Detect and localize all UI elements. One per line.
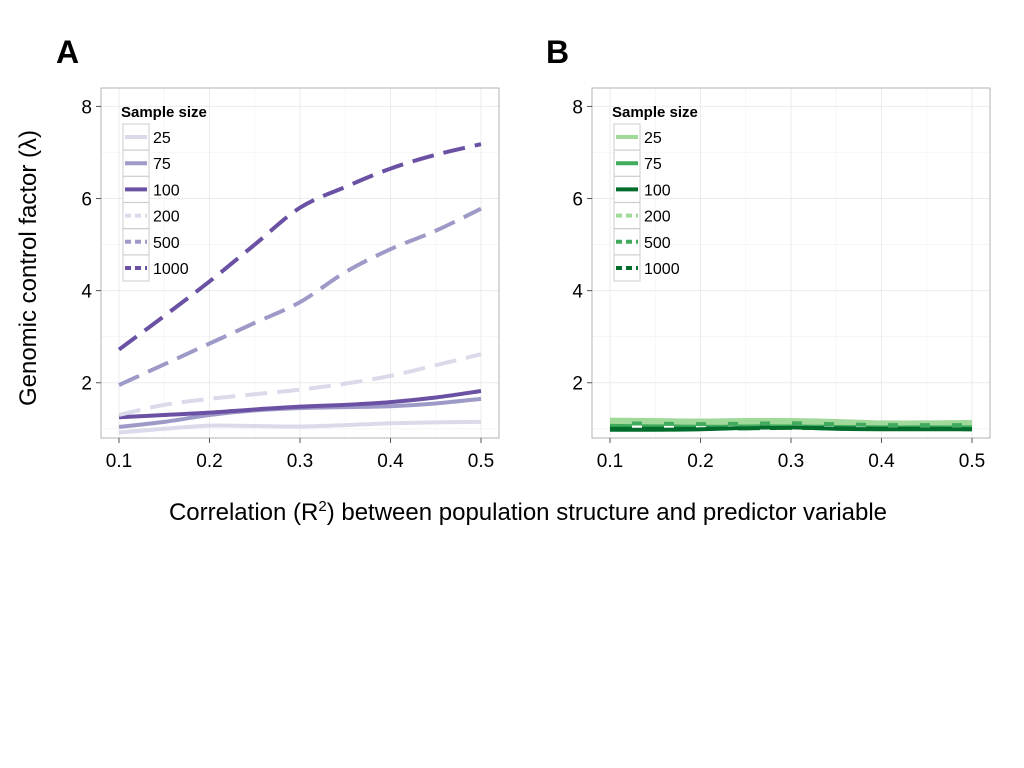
- legend: Sample size 25 75 100 200 500 1000: [121, 104, 207, 282]
- legend: Sample size 25 75 100 200 500 1000: [612, 104, 698, 282]
- x-axis-title: Correlation (R2) between population stru…: [169, 498, 887, 526]
- legend-label-25: 25: [644, 130, 662, 147]
- y-tick-label: 8: [572, 97, 583, 118]
- series-line-25: [118, 419, 482, 435]
- y-tick-label: 8: [81, 97, 92, 118]
- y-tick-label: 2: [81, 374, 92, 395]
- x-tick-label: 0.5: [959, 451, 985, 472]
- legend-label-100: 100: [153, 182, 180, 199]
- y-axis-title: Genomic control factor (λ): [15, 130, 42, 406]
- series-line-500: [118, 206, 482, 387]
- legend-label-75: 75: [153, 156, 171, 173]
- legend-title: Sample size: [612, 104, 698, 121]
- series-line-200: [118, 352, 482, 417]
- legend-label-200: 200: [153, 209, 180, 226]
- panel-a: 0.1 0.2 0.3 0.4 0.5 2 4 6 8 Sample size 25 75 100 200…: [81, 87, 500, 472]
- series-line-200: [609, 419, 972, 427]
- y-tick-label: 6: [81, 190, 92, 211]
- panel-letter-a: A: [56, 34, 79, 70]
- panel-b: 0.1 0.2 0.3 0.4 0.5 2 4 6 8 Sample size 25 75 100 200…: [572, 87, 991, 472]
- legend-label-1000: 1000: [153, 261, 189, 278]
- panel-letter-b: B: [546, 34, 569, 70]
- legend-label-75: 75: [644, 156, 662, 173]
- y-tick-label: 4: [81, 282, 92, 303]
- x-tick-label: 0.3: [287, 451, 313, 472]
- x-axis-title-pre: Correlation (R: [169, 499, 318, 526]
- y-tick-label: 2: [572, 374, 583, 395]
- y-tick-label: 6: [572, 190, 583, 211]
- legend-label-500: 500: [644, 235, 671, 252]
- x-axis-title-sup: 2: [318, 498, 326, 515]
- x-tick-label: 0.4: [377, 451, 404, 472]
- legend-label-200: 200: [644, 209, 671, 226]
- x-tick-label: 0.3: [778, 451, 804, 472]
- x-tick-label: 0.2: [687, 451, 713, 472]
- x-tick-label: 0.2: [196, 451, 222, 472]
- x-tick-label: 0.5: [468, 451, 494, 472]
- legend-label-500: 500: [153, 235, 180, 252]
- x-axis-title-post: ) between population structure and predi…: [327, 499, 887, 526]
- legend-label-100: 100: [644, 182, 671, 199]
- x-tick-label: 0.1: [106, 451, 132, 472]
- x-tick-label: 0.4: [868, 451, 895, 472]
- series-line-1000: [117, 142, 482, 352]
- series-line-100: [118, 389, 482, 420]
- legend-title: Sample size: [121, 104, 207, 121]
- legend-label-25: 25: [153, 130, 171, 147]
- legend-label-1000: 1000: [644, 261, 680, 278]
- y-tick-label: 4: [572, 282, 583, 303]
- x-tick-label: 0.1: [597, 451, 623, 472]
- series-line-1000: [610, 425, 973, 432]
